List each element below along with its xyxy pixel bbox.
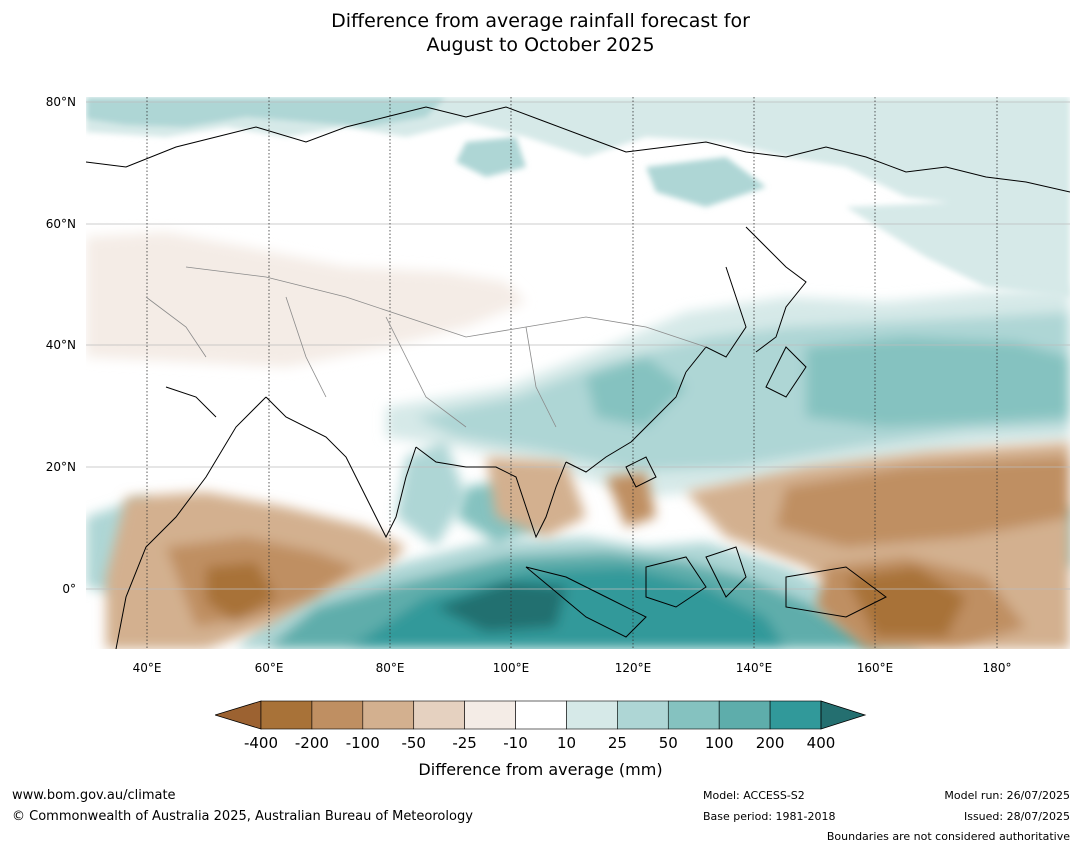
colorbar <box>213 700 867 736</box>
lat-label-80n: 80°N <box>45 95 76 109</box>
colorbar-cell <box>769 700 822 730</box>
colorbar-cell <box>311 700 364 730</box>
colorbar-tick-label: 25 <box>607 734 627 752</box>
colorbar-cell <box>617 700 669 730</box>
base-period-text: Base period: 1981-2018 <box>703 810 836 823</box>
colorbar-tick-label: -10 <box>503 734 528 752</box>
colorbar-cell <box>413 700 465 730</box>
colorbar-svg <box>213 700 867 730</box>
colorbar-tick-label: -25 <box>452 734 477 752</box>
colorbar-title: Difference from average (mm) <box>418 760 663 779</box>
rainfall-map <box>86 97 1070 649</box>
lon-label-100e: 100°E <box>492 661 530 675</box>
lon-label-60e: 60°E <box>254 661 284 675</box>
colorbar-tick-label: 400 <box>806 734 836 752</box>
website-link[interactable]: www.bom.gov.au/climate <box>12 788 176 803</box>
country-borders <box>145 266 707 428</box>
colorbar-cell <box>464 700 516 730</box>
lon-label-120e: 120°E <box>614 661 652 675</box>
colorbar-tick-label: -100 <box>345 734 380 752</box>
colorbar-cell <box>362 700 415 730</box>
map-svg <box>86 97 1070 649</box>
colorbar-cell <box>667 700 720 730</box>
disclaimer-text: Boundaries are not considered authoritat… <box>826 830 1070 843</box>
lat-label-20n: 20°N <box>45 460 76 474</box>
lat-label-40n: 40°N <box>45 338 76 352</box>
lon-label-160e: 160°E <box>856 661 894 675</box>
dry-region <box>86 232 1070 649</box>
title-line-2: August to October 2025 <box>426 34 655 56</box>
colorbar-cell <box>566 700 618 730</box>
colorbar-extend-low <box>213 700 262 730</box>
colorbar-cell <box>260 700 313 730</box>
colorbar-tick-label: -400 <box>243 734 279 752</box>
lon-label-180: 180° <box>982 661 1012 675</box>
model-run-text: Model run: 26/07/2025 <box>944 789 1070 802</box>
colorbar-tick-label: -200 <box>294 734 329 752</box>
colorbar-cell <box>515 700 567 730</box>
issued-text: Issued: 28/07/2025 <box>963 810 1070 823</box>
colorbar-tick-label: -50 <box>401 734 426 752</box>
colorbar-cell <box>718 700 771 730</box>
wet-region-north <box>86 97 1070 297</box>
parallels <box>86 101 1070 590</box>
model-text: Model: ACCESS-S2 <box>703 789 805 802</box>
colorbar-tick-label: 200 <box>755 734 785 752</box>
colorbar-tick-label: 100 <box>704 734 734 752</box>
wet-region-east-asia <box>386 287 1070 547</box>
copyright-text: © Commonwealth of Australia 2025, Austra… <box>12 809 473 824</box>
coastlines <box>86 106 1070 649</box>
chart-title: Difference from average rainfall forecas… <box>0 9 1081 57</box>
colorbar-tick-label: 50 <box>658 734 678 752</box>
lat-label-60n: 60°N <box>45 217 76 231</box>
title-line-1: Difference from average rainfall forecas… <box>331 10 750 32</box>
meridians <box>146 97 998 649</box>
colorbar-extend-high <box>820 700 867 730</box>
lon-label-140e: 140°E <box>735 661 773 675</box>
lat-label-0: 0° <box>62 582 76 596</box>
colorbar-tick-label: 10 <box>556 734 577 752</box>
lon-label-80e: 80°E <box>375 661 405 675</box>
lon-label-40e: 40°E <box>132 661 162 675</box>
